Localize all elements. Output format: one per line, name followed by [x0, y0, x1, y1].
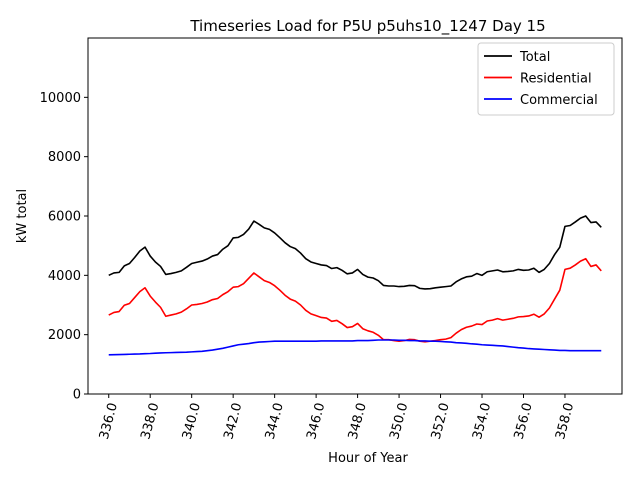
series-line-total: [108, 215, 602, 290]
legend-entry-total: Total: [519, 50, 550, 65]
legend-box: [477, 42, 615, 116]
plot-area: [108, 215, 602, 356]
y-axis-label: kW total: [15, 189, 30, 243]
legend-entry-commercial: Commercial: [520, 93, 598, 108]
series-line-residential: [108, 257, 602, 343]
y-tick-label: 4000: [48, 269, 81, 284]
legend: Total Residential Commercial: [477, 42, 615, 116]
y-tick-label: 0: [73, 388, 81, 403]
chart-title: Timeseries Load for P5U p5uhs10_1247 Day…: [189, 17, 545, 36]
series-line-commercial: [108, 339, 602, 356]
y-tick-label: 6000: [48, 210, 81, 225]
y-tick-label: 2000: [48, 328, 81, 343]
legend-entry-residential: Residential: [520, 72, 592, 87]
y-tick-label: 10000: [40, 91, 81, 106]
y-axis: 0 2000 4000 6000 8000 10000: [40, 91, 88, 403]
x-axis-label: Hour of Year: [328, 451, 408, 466]
y-tick-label: 8000: [48, 150, 81, 165]
